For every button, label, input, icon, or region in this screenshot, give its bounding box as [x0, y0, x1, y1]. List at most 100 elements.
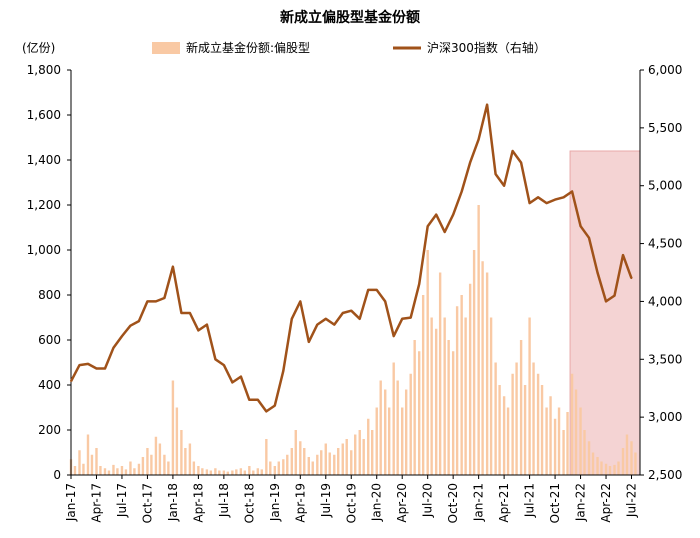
x-tick-label: Jul-17 [115, 483, 129, 518]
bar [269, 461, 272, 475]
bar [392, 362, 395, 475]
x-tick-label: Apr-22 [599, 483, 613, 523]
bar [409, 373, 412, 475]
hs300-point [240, 375, 242, 378]
bar [434, 328, 438, 475]
hs300-point [231, 381, 234, 384]
hs300-point [460, 190, 463, 193]
bar [579, 407, 582, 475]
bar [103, 468, 107, 475]
x-tick-label: Jan-21 [472, 483, 486, 522]
left-tick-label: 800 [38, 288, 61, 302]
bar [583, 430, 586, 475]
hs300-point [426, 225, 429, 228]
legend-bar-label: 新成立基金份额:偏股型 [186, 40, 310, 55]
bar [447, 340, 450, 475]
bar [417, 351, 421, 475]
hs300-point [511, 150, 514, 152]
hs300-point [341, 312, 344, 314]
bar [443, 317, 446, 475]
hs300-point [129, 324, 132, 327]
bar [532, 362, 535, 475]
x-tick-label: Jul-19 [319, 483, 333, 518]
hs300-point [291, 317, 293, 320]
bar [192, 461, 196, 475]
bar [137, 463, 141, 475]
bar [375, 407, 378, 475]
right-tick-label: 4,000 [648, 294, 682, 308]
hs300-point [104, 367, 106, 370]
x-tick-label: Oct-19 [344, 483, 358, 523]
bar [252, 470, 255, 475]
bar [596, 457, 599, 475]
bar [90, 454, 94, 475]
bar [608, 466, 612, 475]
bar [354, 434, 357, 475]
bar [222, 470, 226, 475]
hs300-point [163, 297, 166, 299]
bar [600, 461, 603, 475]
bar [401, 407, 404, 475]
bar [86, 434, 90, 475]
bar [587, 441, 591, 475]
hs300-point [197, 329, 200, 332]
bar [557, 407, 561, 475]
bar [299, 441, 302, 475]
bar [617, 461, 620, 475]
left-tick-label: 400 [38, 378, 61, 392]
bar [171, 380, 175, 475]
hs300-point [206, 323, 208, 326]
bar [625, 434, 629, 475]
bar [523, 385, 527, 475]
bar [345, 439, 348, 475]
x-tick-label: Apr-17 [89, 483, 103, 523]
hs300-point [596, 271, 599, 274]
x-tick-label: Jan-18 [166, 483, 180, 522]
x-tick-label: Oct-20 [446, 483, 460, 523]
x-tick-label: Jul-21 [523, 483, 537, 518]
hs300-point [554, 198, 556, 201]
hs300-point [180, 312, 183, 314]
bar [613, 464, 616, 475]
bar [413, 340, 416, 475]
bar [515, 362, 518, 475]
bar [175, 407, 179, 475]
hs300-point [469, 161, 471, 164]
hs300-point [358, 317, 361, 320]
bar [549, 396, 552, 475]
x-tick-label: Oct-17 [140, 483, 154, 523]
right-tick-label: 4,500 [648, 237, 682, 251]
hs300-point [537, 196, 539, 199]
hs300-point [579, 225, 582, 228]
bar [545, 407, 548, 475]
bar [205, 469, 209, 475]
bar [430, 317, 433, 475]
x-tick-label: Jul-20 [421, 483, 435, 518]
bar [78, 450, 81, 475]
bar [485, 272, 489, 475]
bar [404, 389, 408, 475]
bar [146, 448, 149, 475]
hs300-point [392, 335, 395, 337]
hs300-point [324, 317, 327, 320]
hs300-point [452, 213, 454, 216]
left-axis-unit: (亿份) [22, 40, 55, 55]
bar [235, 469, 238, 475]
bar [536, 373, 540, 475]
bar [226, 471, 230, 475]
bar [566, 412, 569, 475]
bar [464, 317, 467, 475]
bar [337, 448, 340, 475]
x-tick-label: Jan-20 [370, 483, 384, 522]
bar [273, 466, 277, 475]
hs300-point [78, 364, 81, 366]
bar [303, 448, 306, 475]
bar [472, 250, 476, 475]
bar [591, 452, 595, 475]
left-tick-label: 600 [38, 333, 61, 347]
bar [141, 457, 145, 475]
left-tick-label: 1,400 [27, 153, 61, 167]
legend-bar-swatch [152, 42, 180, 54]
bar [201, 468, 204, 475]
bar [371, 430, 374, 475]
